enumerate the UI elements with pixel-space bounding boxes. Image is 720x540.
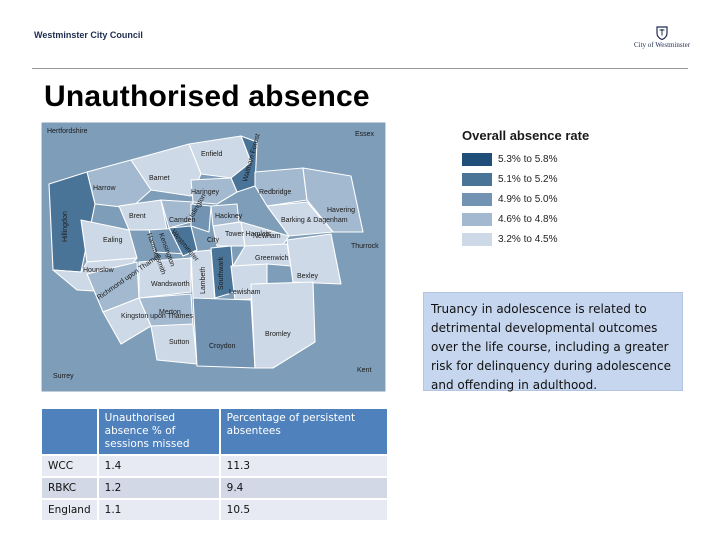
map-region-kensington (168, 225, 198, 257)
map-label-croydon: Croydon (209, 343, 236, 350)
logo-caption: City of Westminster (633, 41, 691, 49)
map-label-hillingdon: Hillingdon (62, 211, 69, 242)
map-label-wandsworth: Wandsworth (151, 281, 190, 288)
map-label-haringey: Haringey (191, 189, 220, 196)
map-region-haringey (190, 177, 238, 205)
map-region-bromley (250, 281, 316, 369)
header-divider (32, 68, 688, 69)
map-label-bromley: Bromley (265, 331, 291, 338)
map-label-hounslow: Hounslow (83, 267, 115, 274)
map-label-barnet: Barnet (149, 175, 170, 182)
brand-wordmark: Westminster City Council (34, 30, 143, 40)
city-of-westminster-logo: City of Westminster (632, 26, 692, 49)
map-label-newham: Newham (253, 233, 281, 240)
map-label-lambeth: Lambeth (200, 267, 207, 294)
map-region-wandsworth (138, 257, 192, 299)
legend-swatch (462, 232, 492, 246)
map-region-bexley (286, 233, 342, 285)
page-title: Unauthorised absence (44, 80, 370, 113)
map-region-havering (302, 167, 364, 233)
map-label-hackney: Hackney (215, 213, 243, 220)
map-label-redbridge: Redbridge (259, 189, 291, 196)
map-region-barking (266, 201, 334, 237)
map-region-redbridge (254, 167, 308, 207)
map-label-city: City (207, 237, 220, 244)
map-label-sutton: Sutton (169, 339, 189, 346)
legend-swatch (462, 212, 492, 226)
legend-item: 5.3% to 5.8% (462, 149, 589, 169)
table-cell: 10.5 (218, 500, 387, 520)
table-header-row: Unauthorised absence % of sessions misse… (42, 409, 387, 454)
legend-item: 4.6% to 4.8% (462, 209, 589, 229)
map-label-surrey: Surrey (53, 373, 74, 380)
legend-swatch (462, 152, 492, 166)
map-label-hertfordshire: Hertfordshire (47, 128, 88, 135)
table-row: WCC 1.4 11.3 (42, 456, 387, 476)
map-label-greenwich: Greenwich (255, 255, 289, 262)
map-label-bexley: Bexley (297, 273, 319, 280)
map-label-camden: Camden (169, 217, 196, 224)
map-label-thurrock: Thurrock (351, 243, 379, 250)
legend-item: 5.1% to 5.2% (462, 169, 589, 189)
legend-swatch (462, 172, 492, 186)
map-label-lewisham: Lewisham (229, 289, 261, 296)
map-label-merton: Merton (159, 309, 181, 316)
map-label-barking: Barking & Dagenham (281, 217, 348, 224)
map-label-brent: Brent (129, 213, 146, 220)
legend-title: Overall absence rate (462, 128, 590, 143)
map-region-greenwich (232, 243, 292, 267)
table-cell: 1.2 (96, 478, 219, 498)
table-header-cell: Percentage of persistent absentees (218, 409, 387, 454)
table-cell: 1.4 (96, 456, 219, 476)
map-region-islington (190, 203, 212, 233)
map-label-kingston: Kingston upon Thames (121, 313, 193, 320)
table-header-cell: Unauthorised absence % of sessions misse… (96, 409, 219, 454)
map-label-essex: Essex (355, 131, 375, 138)
legend-item: 4.9% to 5.0% (462, 189, 589, 209)
table-row: RBKC 1.2 9.4 (42, 478, 387, 498)
map-label-havering: Havering (327, 207, 355, 214)
map-label-tower-hamlets: Tower Hamlets (225, 231, 272, 238)
table-header-cell (42, 409, 97, 454)
london-absence-map: Hertfordshire Essex Enfield Waltham Fore… (41, 122, 386, 392)
legend-label: 5.3% to 5.8% (498, 153, 558, 165)
legend-item: 3.2% to 4.5% (462, 229, 589, 249)
table-cell: WCC (42, 456, 97, 476)
table-cell: 11.3 (218, 456, 387, 476)
table-cell: England (42, 500, 97, 520)
table-cell: 1.1 (96, 500, 219, 520)
legend-label: 4.6% to 4.8% (498, 213, 558, 225)
legend-label: 4.9% to 5.0% (498, 193, 558, 205)
table-row: England 1.1 10.5 (42, 500, 387, 520)
table-cell: 9.4 (218, 478, 387, 498)
map-label-ealing: Ealing (103, 237, 123, 244)
map-label-harrow: Harrow (93, 185, 117, 192)
table-cell: RBKC (42, 478, 97, 498)
truancy-callout-box: Truancy in adolescence is related to det… (423, 292, 683, 392)
legend-label: 3.2% to 4.5% (498, 233, 558, 245)
map-label-southwark: Southwark (218, 256, 225, 290)
crest-icon (656, 26, 668, 40)
legend-swatch (462, 192, 492, 206)
map-legend: Overall absence rate 5.3% to 5.8% 5.1% t… (462, 128, 589, 249)
map-label-kent: Kent (357, 367, 371, 374)
map-region-croydon (192, 297, 256, 369)
legend-label: 5.1% to 5.2% (498, 173, 558, 185)
map-label-enfield: Enfield (201, 151, 223, 158)
absence-stats-table: Unauthorised absence % of sessions misse… (42, 407, 387, 522)
